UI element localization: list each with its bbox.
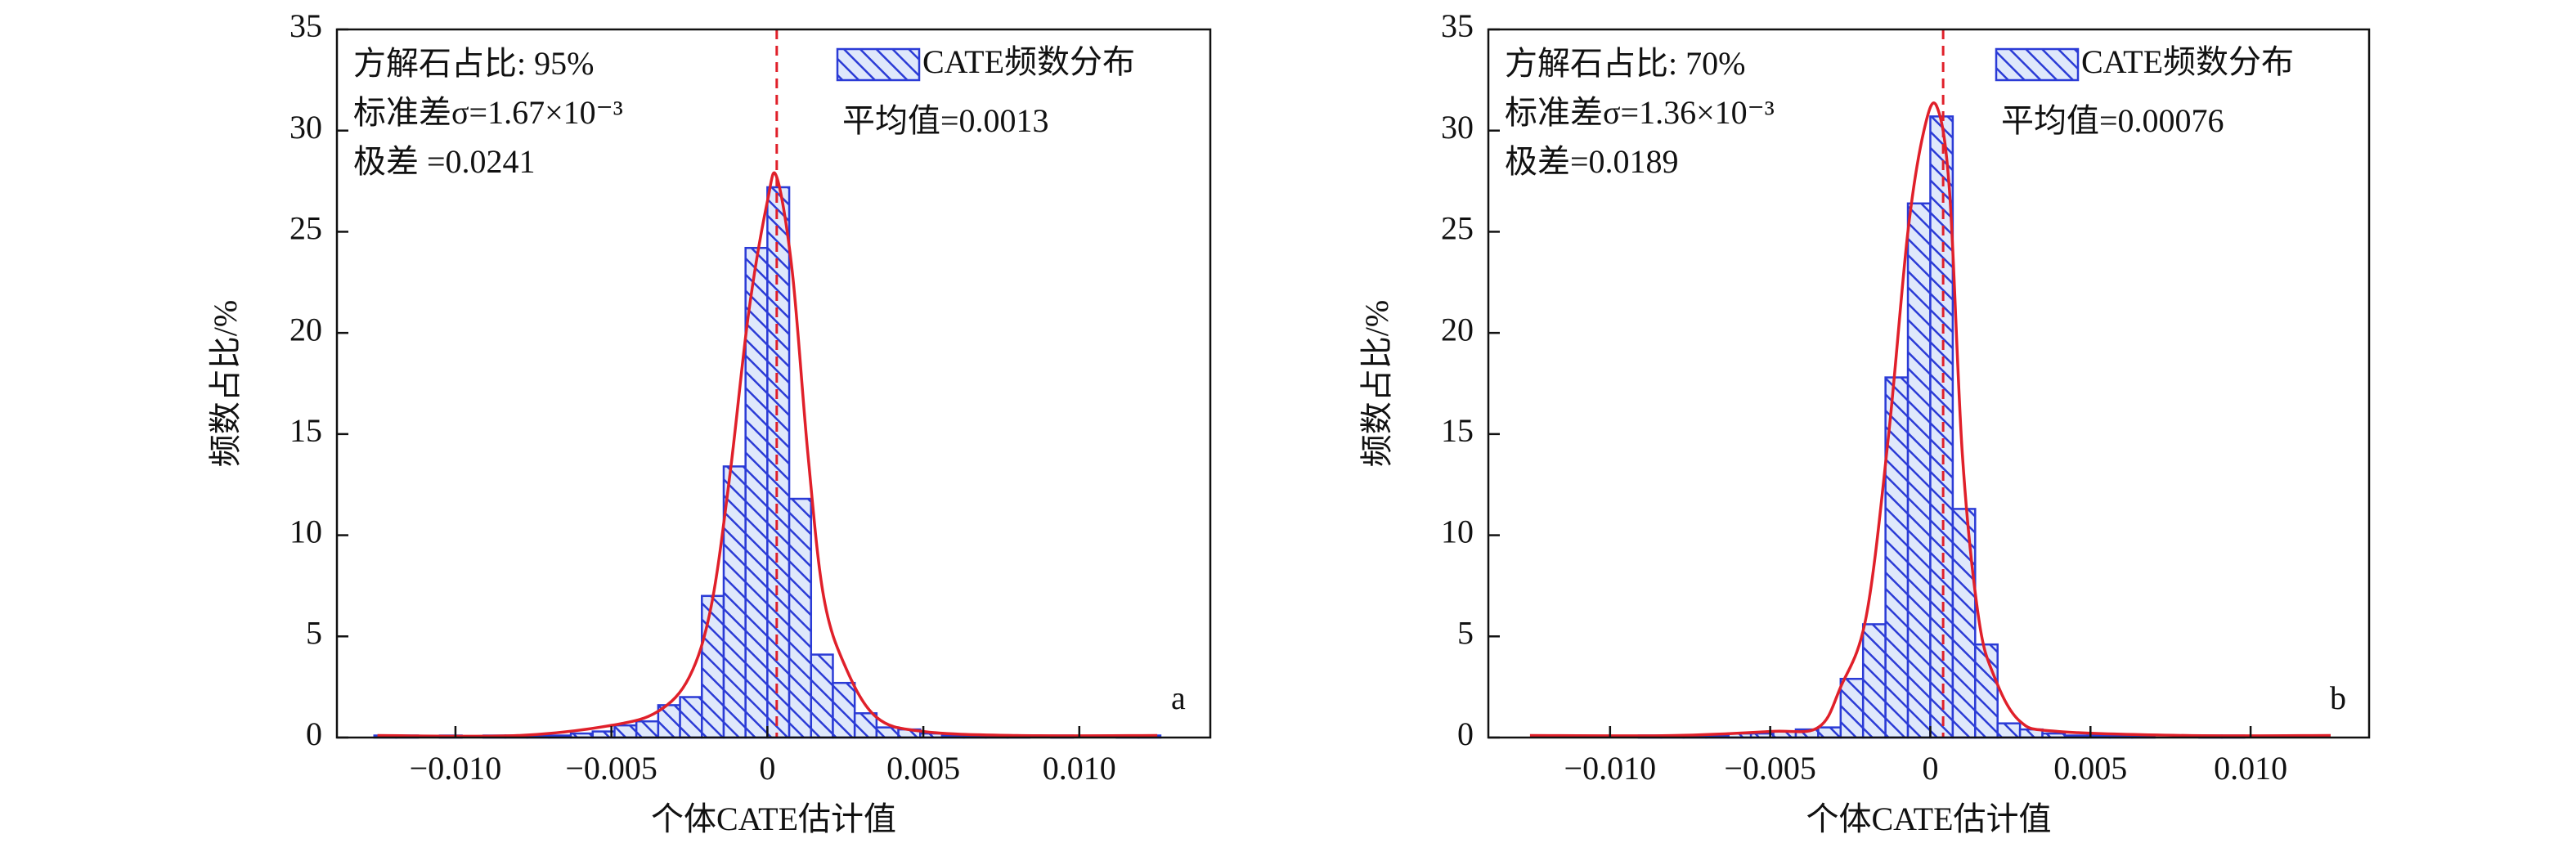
annotation: 方解石占比: 95% xyxy=(353,45,594,82)
x-tick-label: −0.010 xyxy=(1564,750,1657,787)
x-tick-label: −0.005 xyxy=(565,750,657,787)
y-axis-title: 频数占比/% xyxy=(1358,300,1395,467)
legend-swatch xyxy=(1995,47,2080,82)
bar xyxy=(701,594,725,739)
mean-label: 平均值=0.0013 xyxy=(842,102,1049,139)
y-tick-label: 25 xyxy=(1441,210,1474,247)
x-axis-title: 个体CATE估计值 xyxy=(651,800,896,837)
x-axis-title: 个体CATE估计值 xyxy=(1806,800,2052,837)
y-tick-label: 20 xyxy=(1441,311,1474,348)
fit-curve xyxy=(377,171,1158,738)
bar xyxy=(1951,508,1977,739)
bar xyxy=(635,720,660,739)
legend-swatch xyxy=(836,47,921,82)
y-axis-title: 频数占比/% xyxy=(207,300,244,467)
y-tick-label: 30 xyxy=(1441,109,1474,146)
y-tick-label: 5 xyxy=(1457,614,1474,651)
bar xyxy=(613,724,638,739)
legend-label: CATE频数分布 xyxy=(922,43,1135,80)
bar xyxy=(679,696,703,739)
annotation: 极差=0.0189 xyxy=(1505,143,1679,180)
bar xyxy=(1817,726,1842,739)
annotation: 标准差σ=1.67×10⁻³ xyxy=(353,94,623,131)
plot-frame xyxy=(1487,28,2371,739)
x-tick-label: −0.005 xyxy=(1724,750,1816,787)
bar xyxy=(1861,623,1887,739)
bar xyxy=(1906,202,1932,739)
mean-label: 平均值=0.00076 xyxy=(2001,102,2224,139)
y-tick-label: 15 xyxy=(1441,412,1474,449)
y-tick-label: 15 xyxy=(289,412,322,449)
bar xyxy=(832,681,856,739)
x-tick-label: 0.010 xyxy=(1043,750,1116,787)
y-tick-label: 0 xyxy=(306,715,322,752)
y-tick-label: 35 xyxy=(1441,7,1474,44)
panel-label: b xyxy=(2330,679,2346,716)
fit-curve xyxy=(1529,101,2331,738)
x-tick-label: 0.005 xyxy=(886,750,960,787)
bar xyxy=(766,186,791,739)
bar xyxy=(788,497,813,739)
annotation: 极差 =0.0241 xyxy=(353,143,536,180)
y-tick-label: 10 xyxy=(289,513,322,550)
y-tick-label: 10 xyxy=(1441,513,1474,550)
y-tick-label: 5 xyxy=(306,614,322,651)
legend-label: CATE频数分布 xyxy=(2081,43,2294,80)
panel-label: a xyxy=(1171,679,1186,716)
x-tick-label: 0 xyxy=(759,750,775,787)
y-tick-label: 35 xyxy=(289,7,322,44)
annotation: 方解石占比: 70% xyxy=(1505,45,1745,82)
x-tick-label: 0 xyxy=(1922,750,1938,787)
bar xyxy=(853,712,878,739)
y-tick-label: 25 xyxy=(289,210,322,247)
bar xyxy=(1839,677,1865,739)
x-tick-label: 0.010 xyxy=(2214,750,2287,787)
bar xyxy=(875,726,900,739)
annotation: 标准差σ=1.36×10⁻³ xyxy=(1505,94,1775,131)
y-tick-label: 20 xyxy=(289,311,322,348)
x-tick-label: −0.010 xyxy=(410,750,502,787)
y-tick-label: 30 xyxy=(289,109,322,146)
bar xyxy=(810,653,834,739)
bar xyxy=(744,246,769,739)
y-tick-label: 0 xyxy=(1457,715,1474,752)
plot-frame xyxy=(335,28,1212,739)
bar xyxy=(1996,722,2022,739)
bar xyxy=(1929,115,1954,739)
x-tick-label: 0.005 xyxy=(2053,750,2127,787)
